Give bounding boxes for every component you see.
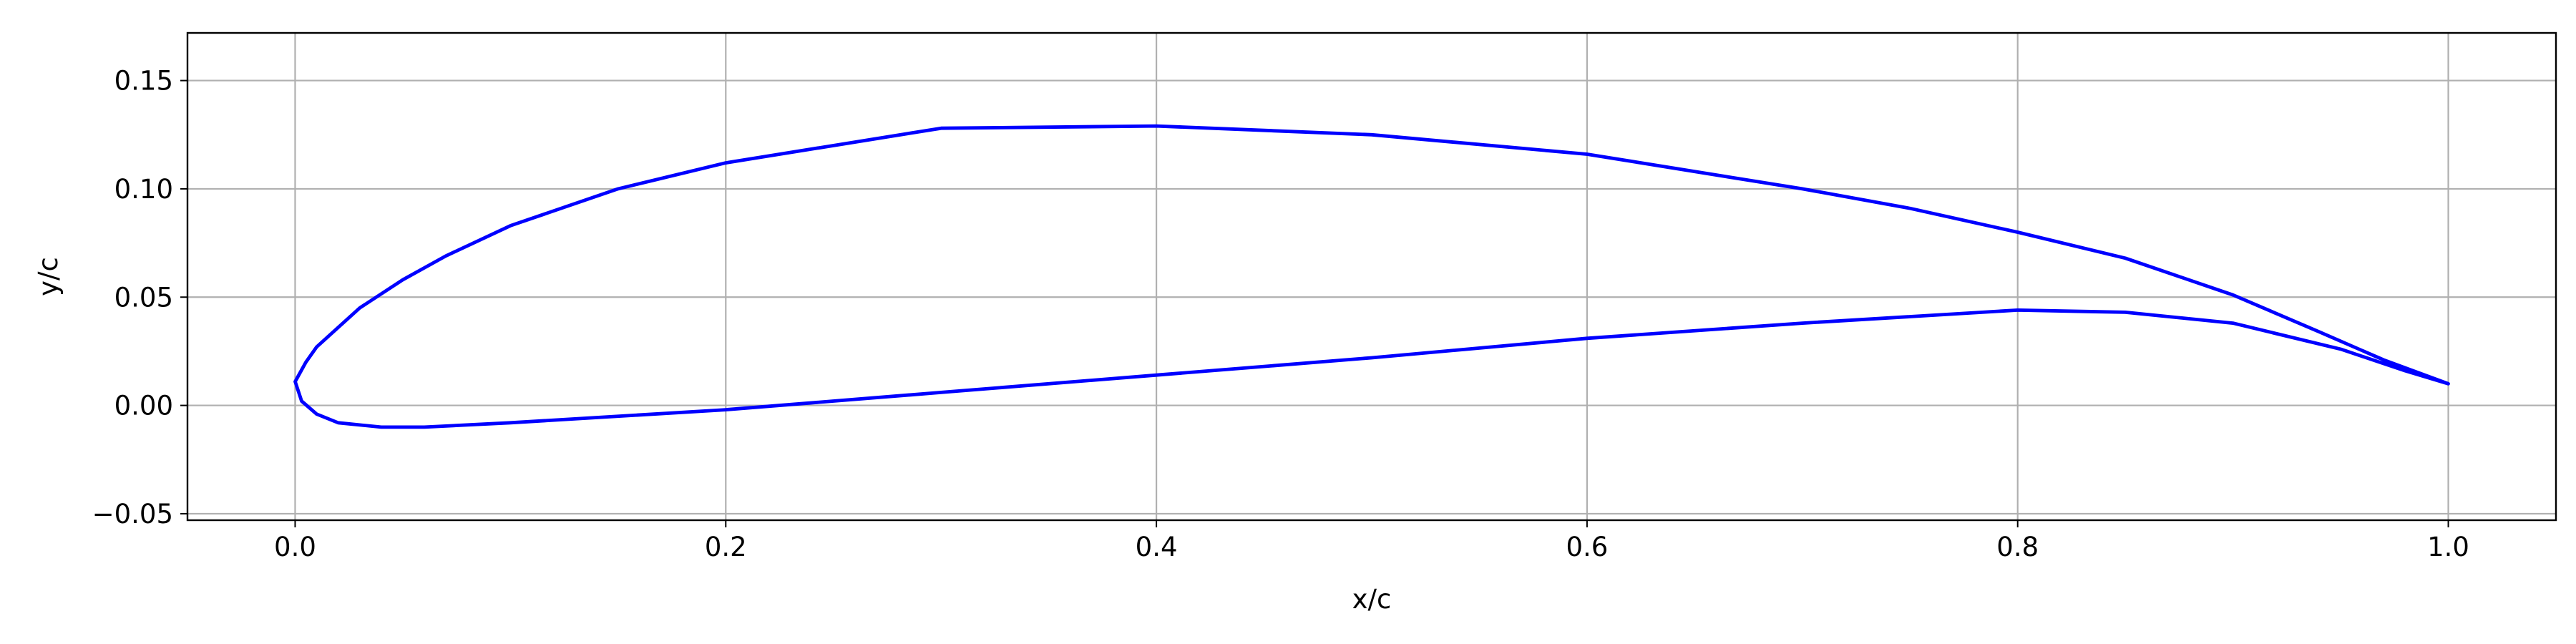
x-tick-label: 0.8 [1996,532,2039,562]
y-axis-label: y/c [33,257,64,296]
series-layer [293,124,2450,429]
x-tick-label: 0.4 [1136,532,1178,562]
y-tick-label: 0.00 [114,391,173,421]
y-tick-label: 0.05 [114,282,173,313]
x-tick-label: 0.6 [1566,532,1608,562]
tick-layer: 0.0 0.2 0.4 0.6 0.8 1.0 −0.05 0.00 0.05 0.10 0.15 [92,66,2469,562]
x-tick-label: 0.2 [705,532,747,562]
y-tick-label: 0.10 [114,174,173,205]
x-tick-label: 1.0 [2427,532,2469,562]
x-tick-label: 0.0 [274,532,316,562]
grid [187,33,2556,520]
x-axis-label: x/c [1352,584,1392,615]
plot-frame [186,31,2557,522]
airfoil-profile-line [293,124,2450,429]
y-tick-label: −0.05 [92,499,173,530]
y-tick-label: 0.15 [114,66,173,97]
